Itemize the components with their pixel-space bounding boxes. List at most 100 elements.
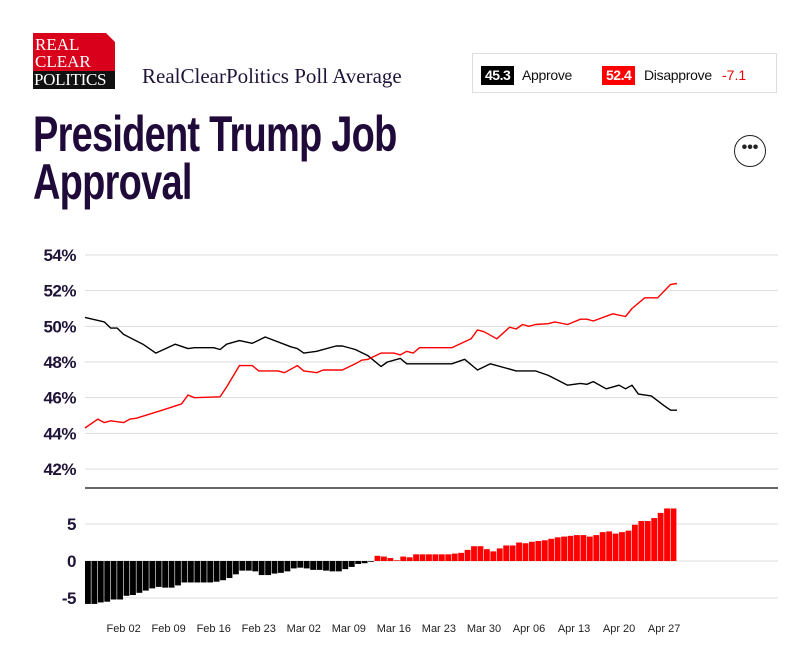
spread-bar — [471, 546, 477, 561]
x-tick-label: Mar 09 — [332, 623, 366, 635]
x-tick-label: Apr 06 — [513, 623, 545, 635]
spread-bar — [554, 537, 561, 561]
spread-bar — [393, 560, 400, 561]
spread-bar — [130, 561, 136, 596]
spread-bar — [381, 556, 387, 561]
approve-line — [84, 316, 677, 411]
spread-bar — [432, 554, 439, 561]
spread-bar — [335, 561, 342, 572]
spread-bar — [670, 508, 677, 561]
spread-bar — [490, 551, 497, 561]
spread-bar — [451, 553, 458, 561]
x-tick-label: Feb 02 — [106, 623, 140, 635]
spread-bar — [104, 561, 111, 602]
spread-bar — [239, 561, 246, 571]
x-tick-label: Apr 13 — [558, 623, 590, 635]
spread-bar — [290, 561, 297, 569]
y-tick-label: 54% — [43, 246, 76, 265]
rcp-logo[interactable]: REAL CLEAR POLITICS — [33, 33, 115, 89]
spread-bar — [477, 546, 484, 561]
spread-bar — [220, 561, 226, 581]
spread-bar — [271, 561, 278, 574]
spread-bar — [509, 545, 516, 561]
x-tick-label: Mar 02 — [287, 623, 321, 635]
spread-bar — [419, 554, 426, 561]
spread-bar — [123, 561, 130, 596]
x-tick-label: Feb 23 — [242, 623, 276, 635]
spread-bar — [541, 540, 548, 561]
legend-box: 45.3 Approve 52.4 Disapprove -7.1 — [472, 53, 777, 93]
disapprove-label: Disapprove — [644, 67, 712, 83]
approve-value-badge: 45.3 — [481, 66, 515, 85]
spread-bar — [187, 561, 194, 583]
spread-bar — [348, 561, 355, 567]
spread-bar — [194, 561, 201, 583]
logo-text-clear: CLEAR — [35, 52, 91, 71]
spread-bar — [548, 538, 555, 561]
x-tick-label: Mar 30 — [467, 623, 501, 635]
spread-bar — [529, 541, 535, 561]
spread-bar — [278, 561, 284, 573]
spread-bar — [142, 561, 149, 591]
y-tick-label: 44% — [43, 424, 76, 443]
spread-bar — [574, 535, 580, 561]
spread-bar — [593, 535, 600, 561]
spread-bar — [284, 561, 291, 572]
spread-bar — [580, 535, 587, 561]
spread-bar — [91, 561, 98, 604]
logo-text-real: REAL — [35, 35, 80, 54]
spread-bar — [638, 521, 645, 561]
spread-bar — [117, 561, 124, 600]
spread-bar — [136, 561, 143, 593]
spread-bar — [561, 536, 568, 561]
spread-bar — [400, 556, 407, 561]
spread-bar — [651, 518, 658, 561]
spread-bar — [516, 542, 522, 561]
x-tick-label: Apr 20 — [603, 623, 635, 635]
spread-bar — [413, 554, 420, 561]
spread-bar — [355, 561, 362, 564]
spread-bar — [252, 561, 259, 572]
spread-bar — [175, 561, 181, 586]
x-tick-label: Feb 16 — [197, 623, 231, 635]
y-tick-label: 48% — [43, 353, 76, 372]
spread-bar — [200, 561, 207, 583]
spread-bar — [245, 561, 252, 571]
spread-bar — [458, 552, 465, 561]
spread-bar — [155, 561, 162, 587]
y-tick-label: 46% — [43, 389, 76, 408]
logo-strip: POLITICS — [33, 71, 115, 89]
spread-bar — [445, 554, 452, 561]
spread-bar — [265, 561, 272, 576]
spread-bar — [329, 561, 336, 572]
more-options-button[interactable]: ••• — [734, 135, 766, 167]
spread-bar — [361, 561, 368, 564]
disapprove-line — [84, 282, 678, 429]
spread-bar — [612, 533, 619, 561]
spread-bar — [464, 549, 471, 561]
page-title: President Trump Job Approval — [33, 106, 397, 207]
spread-bar — [110, 561, 117, 600]
spread-bar — [438, 554, 445, 561]
spread-bar — [426, 554, 432, 561]
spread-bar — [162, 561, 169, 588]
spread-bar — [233, 561, 239, 575]
spread-bar — [535, 541, 542, 561]
approve-label: Approve — [522, 67, 573, 83]
spread-bar — [323, 561, 329, 571]
spread-bar — [606, 531, 613, 561]
x-tick-label: Feb 09 — [152, 623, 186, 635]
spread-bar — [213, 561, 220, 582]
spread-bar — [496, 548, 503, 561]
spread-bar — [503, 545, 510, 561]
title-line-1: President Trump Job — [33, 106, 397, 162]
x-tick-label: Apr 27 — [648, 623, 680, 635]
spread-bar — [631, 524, 638, 561]
spread-bar — [303, 561, 310, 569]
spread-bar — [374, 555, 381, 561]
spread-bar — [368, 561, 374, 562]
spread-bar — [310, 561, 317, 570]
spread-bar — [297, 561, 304, 568]
spread-bar — [644, 521, 651, 561]
